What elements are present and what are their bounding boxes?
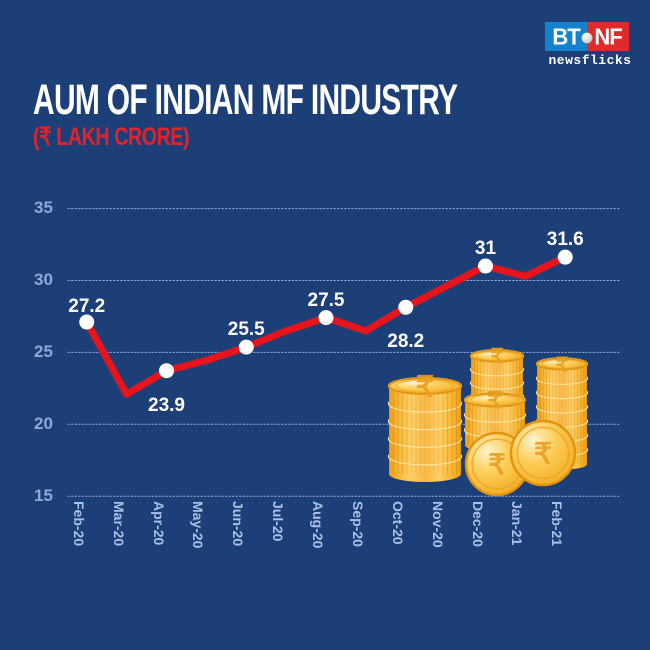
svg-text:₹: ₹ <box>490 346 503 369</box>
svg-text:₹: ₹ <box>556 354 569 376</box>
svg-text:₹: ₹ <box>534 438 552 470</box>
svg-text:₹: ₹ <box>416 371 435 403</box>
svg-text:₹: ₹ <box>488 449 506 480</box>
svg-text:₹: ₹ <box>487 388 502 415</box>
